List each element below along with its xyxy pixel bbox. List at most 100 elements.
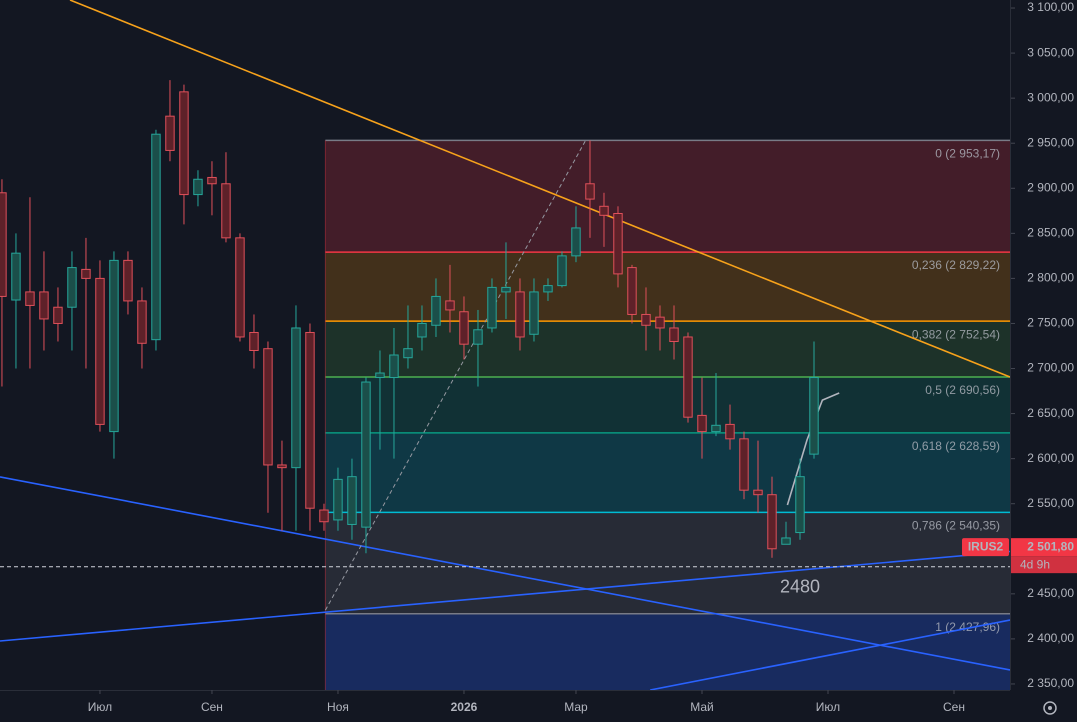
x-tick-label: Июл <box>816 700 840 714</box>
candle-body <box>431 295 441 326</box>
x-tick-label: Сен <box>943 700 965 714</box>
x-tick-label: Май <box>690 700 714 714</box>
candle-body <box>571 227 581 257</box>
y-tick-label: 2 600,00 <box>1027 451 1074 465</box>
fib-zone <box>325 252 1010 322</box>
candle-body <box>557 255 567 287</box>
fib-zone <box>325 432 1010 513</box>
candle-body <box>501 286 511 293</box>
candle-body <box>109 259 119 433</box>
trend-line <box>0 476 1010 671</box>
candle-body <box>67 267 77 308</box>
fib-level-label: 0,786 (2 540,35) <box>912 519 1000 533</box>
price-tag <box>1011 538 1077 557</box>
candle-body <box>781 537 791 545</box>
x-tick-label: Ноя <box>327 700 349 714</box>
candle-body <box>389 354 399 379</box>
candle-body <box>683 336 693 418</box>
settings-icon[interactable] <box>1043 701 1057 715</box>
countdown-tag <box>1011 556 1077 574</box>
candle-body <box>725 423 735 440</box>
candle-body <box>179 91 189 196</box>
candle-body <box>277 464 287 469</box>
y-tick-label: 2 900,00 <box>1027 180 1074 194</box>
x-tick-label: 2026 <box>451 700 478 714</box>
candle-body <box>585 183 595 200</box>
settings-icon-center <box>1048 706 1052 710</box>
candle-body <box>809 377 819 455</box>
candle-body <box>11 252 21 301</box>
trend-line <box>69 0 1010 378</box>
price-tag-label: 2 501,80 <box>1027 539 1074 553</box>
fib-zone <box>325 512 1010 614</box>
candle-body <box>249 331 259 351</box>
candle-body <box>417 322 427 338</box>
candle-body <box>767 494 777 550</box>
candle-body <box>473 329 483 345</box>
symbol-label: IRUS2 <box>968 539 1004 553</box>
candle-body <box>641 313 651 326</box>
y-tick-label: 2 350,00 <box>1027 676 1074 690</box>
trend-line <box>650 619 1010 690</box>
fib-zone <box>325 140 1010 253</box>
fib-level-label: 0,618 (2 628,59) <box>912 439 1000 453</box>
fib-level-label: 0 (2 953,17) <box>935 147 1000 161</box>
candle-body <box>627 267 637 315</box>
candle-body <box>459 311 469 345</box>
y-tick-label: 3 000,00 <box>1027 90 1074 104</box>
fib-zone <box>325 321 1010 378</box>
fib-level-label: 0,236 (2 829,22) <box>912 258 1000 272</box>
candle-body <box>711 424 721 433</box>
y-tick-label: 2 700,00 <box>1027 361 1074 375</box>
trend-line <box>324 139 587 611</box>
candle-body <box>39 291 49 320</box>
candle-body <box>543 285 553 293</box>
candle-body <box>347 476 357 525</box>
candle-body <box>669 327 679 342</box>
candle-body <box>487 286 497 329</box>
y-tick-label: 2 400,00 <box>1027 631 1074 645</box>
candle-body <box>529 291 539 335</box>
candle-body <box>403 348 413 359</box>
y-tick-label: 2 750,00 <box>1027 316 1074 330</box>
countdown-label: 4d 9h <box>1020 557 1050 571</box>
x-tick-label: Сен <box>201 700 223 714</box>
candle-body <box>795 476 805 534</box>
x-tick-label: Июл <box>88 700 112 714</box>
y-tick-label: 2 850,00 <box>1027 226 1074 240</box>
candle-body <box>599 205 609 216</box>
fib-level-label: 0,5 (2 690,56) <box>925 383 1000 397</box>
candle-body <box>137 300 147 344</box>
y-tick-label: 2 550,00 <box>1027 496 1074 510</box>
y-tick-label: 3 050,00 <box>1027 45 1074 59</box>
x-tick-label: Мар <box>564 700 588 714</box>
candle-body <box>445 300 455 311</box>
candle-body <box>655 316 665 329</box>
axes: 2 350,002 400,002 450,002 500,002 550,00… <box>88 0 1077 714</box>
candle-body <box>81 268 91 279</box>
candle-body <box>53 306 63 324</box>
candle-body <box>697 414 707 433</box>
settings-button[interactable] <box>1043 701 1057 715</box>
y-tick-label: 2 650,00 <box>1027 406 1074 420</box>
plot-area: 0 (2 953,17) 0,236 (2 829,22) 0,382 (2 752… <box>0 0 1010 690</box>
candle-body <box>515 291 525 338</box>
fib-zone <box>325 613 1010 690</box>
y-tick-label: 2 950,00 <box>1027 135 1074 149</box>
y-tick-label: 2 450,00 <box>1027 586 1074 600</box>
candle-body <box>235 237 245 338</box>
candle-body <box>0 192 7 297</box>
candle-body <box>123 259 133 302</box>
candle-body <box>151 133 161 341</box>
candle-body <box>375 372 385 379</box>
candle-body <box>193 178 203 196</box>
y-tick-label: 2 800,00 <box>1027 271 1074 285</box>
candle-body <box>95 277 105 425</box>
symbol-tag <box>962 538 1009 557</box>
candle-body <box>207 176 217 185</box>
candle-body <box>25 291 35 306</box>
candle-body <box>305 331 315 509</box>
candle-body <box>613 213 623 275</box>
candle-body <box>753 489 763 496</box>
